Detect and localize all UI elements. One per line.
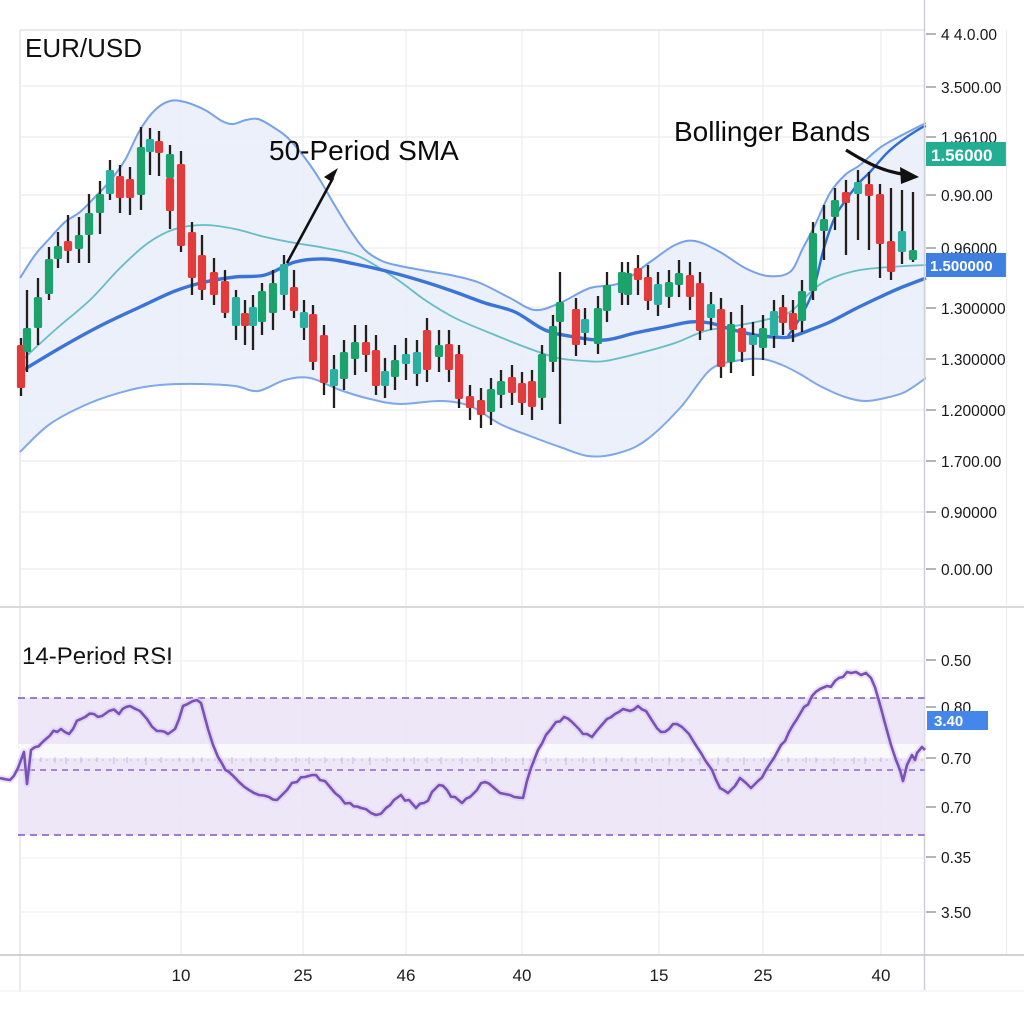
svg-text:0.50: 0.50 xyxy=(941,653,972,670)
svg-text:25: 25 xyxy=(754,966,773,985)
svg-text:1.200000: 1.200000 xyxy=(941,403,1006,420)
svg-text:10: 10 xyxy=(172,966,191,985)
svg-text:4 4.0.00: 4 4.0.00 xyxy=(941,27,997,44)
svg-text:Bollinger Bands: Bollinger Bands xyxy=(674,116,870,147)
svg-text:46: 46 xyxy=(397,966,416,985)
svg-text:15: 15 xyxy=(650,966,669,985)
svg-text:50-Period SMA: 50-Period SMA xyxy=(269,135,459,166)
svg-text:3.50: 3.50 xyxy=(941,905,972,922)
svg-text:3.40: 3.40 xyxy=(934,713,963,730)
svg-text:0.70: 0.70 xyxy=(941,751,972,768)
svg-text:1.500000: 1.500000 xyxy=(930,258,993,275)
svg-text:25: 25 xyxy=(294,966,313,985)
svg-text:40: 40 xyxy=(872,966,891,985)
svg-text:3.500.00: 3.500.00 xyxy=(941,80,1002,97)
svg-text:0.00.00: 0.00.00 xyxy=(941,562,993,579)
svg-text:0.35: 0.35 xyxy=(941,850,971,867)
svg-text:1.300000: 1.300000 xyxy=(941,301,1006,318)
svg-text:0.90.00: 0.90.00 xyxy=(941,188,993,205)
svg-text:1.700.00: 1.700.00 xyxy=(941,454,1002,471)
svg-text:0.70: 0.70 xyxy=(941,800,972,817)
svg-text:40: 40 xyxy=(513,966,532,985)
svg-text:1.300000: 1.300000 xyxy=(941,352,1006,369)
svg-text:1.56000: 1.56000 xyxy=(931,146,992,165)
svg-text:EUR/USD: EUR/USD xyxy=(25,33,142,63)
svg-text:0.90000: 0.90000 xyxy=(941,505,997,522)
svg-text:14-Period RSI: 14-Period RSI xyxy=(22,643,173,670)
